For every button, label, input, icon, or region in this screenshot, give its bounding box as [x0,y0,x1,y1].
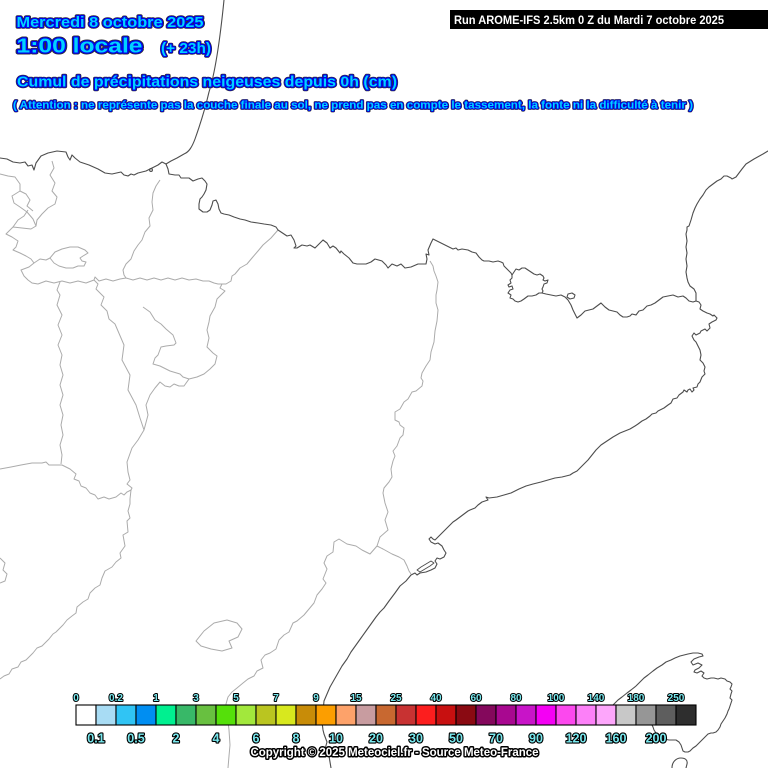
svg-text:7: 7 [273,693,279,704]
svg-text:(+ 23h): (+ 23h) [161,41,211,57]
svg-text:Copyright © 2025 Meteociel.fr: Copyright © 2025 Meteociel.fr - Source M… [251,745,539,759]
svg-text:25: 25 [390,693,402,704]
svg-text:30: 30 [409,731,423,745]
svg-text:250: 250 [668,693,685,704]
svg-text:20: 20 [369,731,383,745]
svg-text:120: 120 [566,731,587,745]
svg-text:(+ 23h): (+ 23h) [161,41,211,57]
svg-text:70: 70 [489,731,503,745]
svg-text:( Attention : ne représente pa: ( Attention : ne représente pas la couch… [13,100,693,112]
svg-text:6: 6 [253,731,260,745]
svg-text:4: 4 [213,731,220,745]
svg-text:160: 160 [606,731,627,745]
svg-text:Mercredi 8 octobre 2025: Mercredi 8 octobre 2025 [17,15,204,31]
svg-text:9: 9 [313,693,319,704]
svg-text:0: 0 [73,693,79,704]
svg-text:90: 90 [529,731,543,745]
svg-text:100: 100 [548,693,565,704]
svg-text:8: 8 [293,731,300,745]
svg-text:Cumul de précipitations neigeu: Cumul de précipitations neigeuses depuis… [17,75,397,91]
svg-text:140: 140 [588,693,605,704]
svg-text:0.2: 0.2 [109,693,123,704]
svg-text:1: 1 [153,693,159,704]
svg-text:3: 3 [193,693,199,704]
svg-text:0.1: 0.1 [87,731,104,745]
svg-text:1:00 locale: 1:00 locale [17,36,143,58]
svg-text:2: 2 [173,731,180,745]
svg-text:50: 50 [449,731,463,745]
svg-text:Run AROME-IFS 2.5km 0 Z du Mar: Run AROME-IFS 2.5km 0 Z du Mardi 7 octob… [454,13,724,27]
svg-text:180: 180 [628,693,645,704]
svg-text:15: 15 [350,693,362,704]
svg-text:5: 5 [233,693,239,704]
svg-text:80: 80 [510,693,522,704]
svg-text:200: 200 [646,731,667,745]
svg-text:Cumul de précipitations neigeu: Cumul de précipitations neigeuses depuis… [17,75,397,91]
svg-text:40: 40 [430,693,442,704]
svg-text:10: 10 [329,731,343,745]
svg-text:60: 60 [470,693,482,704]
svg-text:Mercredi 8 octobre 2025: Mercredi 8 octobre 2025 [17,15,204,31]
svg-text:( Attention : ne représente pa: ( Attention : ne représente pas la couch… [13,100,693,112]
svg-text:0.5: 0.5 [127,731,144,745]
svg-text:1:00 locale: 1:00 locale [17,36,143,58]
